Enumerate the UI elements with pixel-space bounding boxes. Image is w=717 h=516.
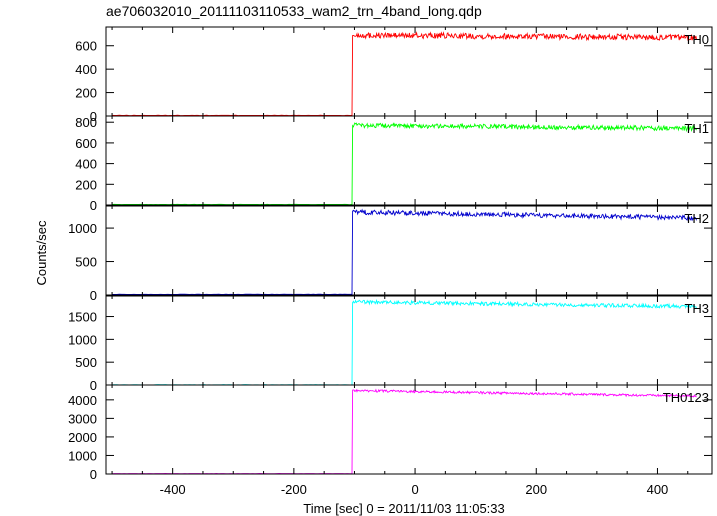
x-tick-label: 0 — [411, 482, 418, 497]
series-line-th1 — [112, 122, 697, 206]
y-tick-label: 600 — [75, 136, 97, 151]
y-tick-label: 0 — [90, 109, 97, 124]
panel-frame — [105, 295, 713, 386]
y-tick-label: 0 — [90, 198, 97, 213]
panel-frame — [105, 115, 713, 206]
y-tick-label: 1000 — [68, 448, 97, 463]
series-name-label: TH0123 — [663, 390, 709, 405]
y-tick-label: 3000 — [68, 411, 97, 426]
series-line-th2 — [112, 208, 698, 295]
y-tick-label: 400 — [75, 62, 97, 77]
panel-th3: 0 500 1000 1500 TH3 — [68, 295, 713, 393]
y-tick-label: 600 — [75, 39, 97, 54]
x-tick-label: 200 — [525, 482, 547, 497]
y-tick-label: 500 — [75, 255, 97, 270]
y-tick-label: 2000 — [68, 430, 97, 445]
y-tick-label: 0 — [90, 467, 97, 482]
chart-title: ae706032010_20111103110533_wam2_trn_4ban… — [106, 3, 482, 19]
series-line-th3 — [112, 299, 697, 386]
panel-th0123: 0 1000 2000 3000 4000 TH0123 — [68, 384, 713, 482]
y-tick-label: 0 — [90, 378, 97, 393]
x-tick-label: -400 — [160, 482, 186, 497]
y-tick-label: 4000 — [68, 393, 97, 408]
y-axis-label: Counts/sec — [34, 220, 49, 286]
y-tick-label: 0 — [90, 288, 97, 303]
panel-th2: 0 500 1000 TH2 — [68, 205, 713, 303]
panel-frame — [105, 205, 713, 296]
y-tick-label: 800 — [75, 115, 97, 130]
y-tick-label: 1000 — [68, 221, 97, 236]
series-line-th0 — [112, 31, 698, 117]
y-tick-label: 200 — [75, 86, 97, 101]
x-tick-label: 400 — [647, 482, 669, 497]
x-axis-label: Time [sec] 0 = 2011/11/03 11:05:33 — [303, 501, 505, 516]
y-tick-label: 1500 — [68, 310, 97, 325]
series-name-label: TH3 — [684, 301, 709, 316]
panel-th1: 0 200 400 600 800 TH1 — [75, 115, 713, 213]
series-line-th0123 — [112, 388, 697, 475]
y-tick-label: 500 — [75, 355, 97, 370]
panel-frame — [105, 26, 713, 117]
x-tick-label: -200 — [281, 482, 307, 497]
y-tick-label: 200 — [75, 177, 97, 192]
y-tick-label: 1000 — [68, 332, 97, 347]
series-name-label: TH1 — [684, 121, 709, 136]
panel-th0: 0 200 400 600 TH0 — [75, 26, 713, 124]
panels-group: 0 200 400 600 TH0 0 200 400 600 800 TH1 0 500 1000 TH2… — [68, 26, 713, 497]
panel-frame — [105, 384, 713, 475]
series-name-label: TH0 — [684, 32, 709, 47]
y-tick-label: 400 — [75, 157, 97, 172]
series-name-label: TH2 — [684, 211, 709, 226]
